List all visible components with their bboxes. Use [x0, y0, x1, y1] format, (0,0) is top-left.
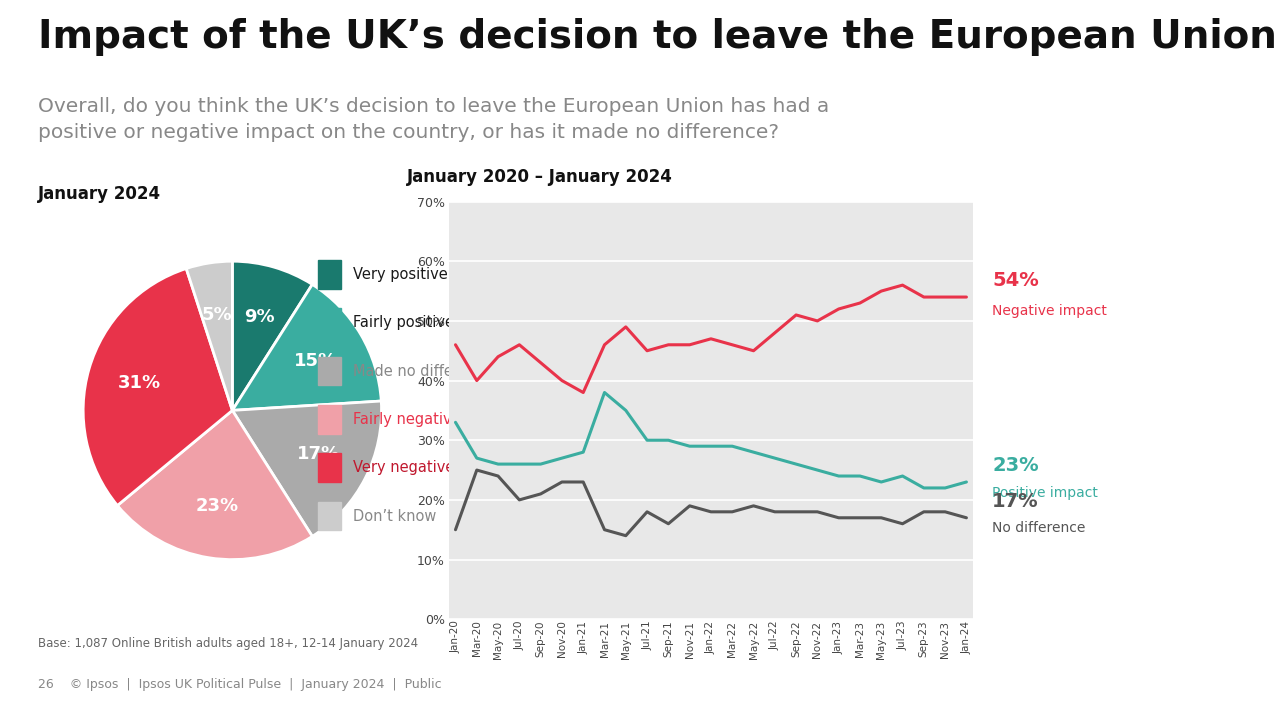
Text: Impact of the UK’s decision to leave the European Union: Impact of the UK’s decision to leave the… [38, 18, 1277, 56]
Text: Negative impact: Negative impact [992, 305, 1107, 318]
Text: 15%: 15% [294, 352, 338, 370]
Bar [317, 502, 340, 531]
Bar [317, 308, 340, 337]
Text: Positive impact: Positive impact [992, 485, 1098, 500]
Text: Base: 1,087 Online British adults aged 18+, 12-14 January 2024: Base: 1,087 Online British adults aged 1… [38, 637, 419, 650]
Wedge shape [233, 261, 312, 410]
Text: No difference: No difference [992, 521, 1085, 536]
Text: 17%: 17% [297, 446, 340, 464]
Text: Don’t know: Don’t know [352, 508, 436, 523]
Text: 23%: 23% [196, 498, 239, 516]
Bar [317, 454, 340, 482]
Text: Fairly positive: Fairly positive [352, 315, 453, 330]
Bar [317, 356, 340, 385]
Text: 23%: 23% [992, 456, 1038, 474]
Wedge shape [233, 284, 381, 410]
Text: 9%: 9% [244, 308, 275, 326]
Text: 26    © Ipsos  |  Ipsos UK Political Pulse  |  January 2024  |  Public: 26 © Ipsos | Ipsos UK Political Pulse | … [38, 678, 442, 691]
Text: 54%: 54% [992, 271, 1039, 290]
Text: Ipsos: Ipsos [1180, 682, 1233, 700]
Text: Very positive: Very positive [352, 267, 448, 282]
Wedge shape [187, 261, 233, 410]
Text: 5%: 5% [202, 305, 233, 323]
Text: 17%: 17% [992, 492, 1038, 510]
Bar [317, 260, 340, 289]
Text: Made no difference: Made no difference [352, 364, 494, 379]
Bar [317, 405, 340, 433]
Wedge shape [83, 269, 233, 505]
Wedge shape [233, 401, 381, 536]
Wedge shape [118, 410, 312, 559]
Text: January 2020 – January 2024: January 2020 – January 2024 [407, 168, 673, 186]
Text: Overall, do you think the UK’s decision to leave the European Union has had a
po: Overall, do you think the UK’s decision … [38, 97, 829, 142]
Text: Fairly negative: Fairly negative [352, 412, 461, 427]
Text: 31%: 31% [118, 374, 161, 392]
Text: Very negative: Very negative [352, 460, 454, 475]
Text: January 2024: January 2024 [38, 185, 161, 203]
